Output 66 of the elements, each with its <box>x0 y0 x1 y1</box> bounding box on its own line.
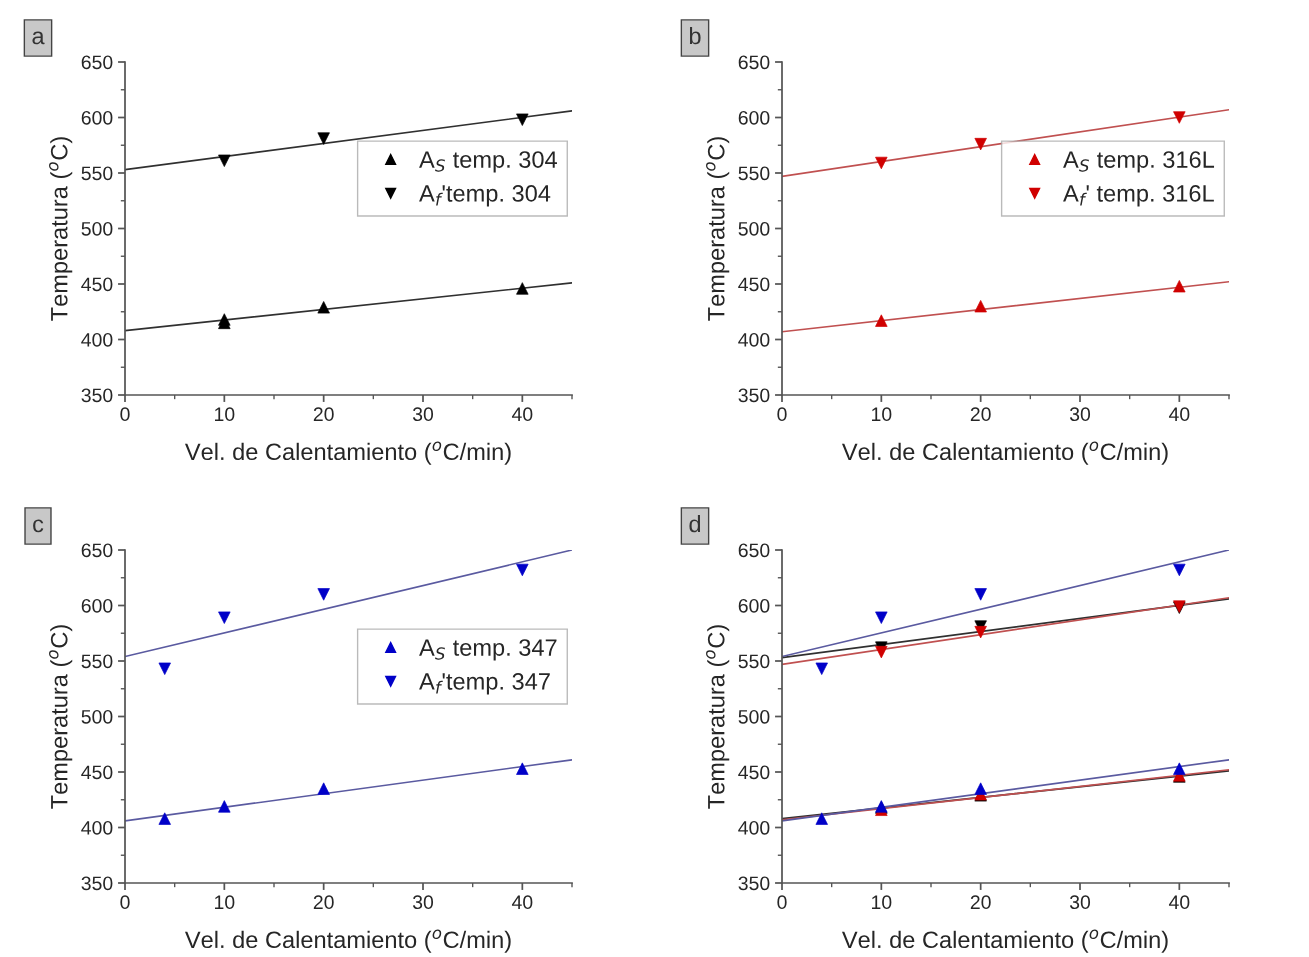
x-tick-label: 10 <box>872 407 892 422</box>
x-tick-label: 20 <box>970 895 991 910</box>
x-tick-label: 20 <box>313 407 334 422</box>
x-axis-title: Vel. de Calentamiento ($^{o}$C/min) <box>184 929 511 953</box>
y-tick-label: 450 <box>738 277 770 292</box>
y-tick-label: 650 <box>738 55 770 70</box>
y-tick-label: 550 <box>738 654 770 669</box>
x-tick-label: 40 <box>511 895 533 910</box>
y-tick-label: 450 <box>81 277 113 292</box>
x-axis-title: Vel. de Calentamiento ($^{o}$C/min) <box>841 441 1168 465</box>
y-tick-label: 400 <box>738 820 770 835</box>
y-axis-title: Temperatura ($^{o}$C) <box>49 137 73 321</box>
x-tick-label: 30 <box>412 407 434 422</box>
y-tick-label: 350 <box>81 876 113 891</box>
y-tick-label: 550 <box>738 166 770 181</box>
legend-label: A$_{S}$ temp. 347 <box>419 639 557 661</box>
legend-label: A$_{S}$ temp. 316L <box>1063 151 1215 173</box>
y-tick-label: 550 <box>81 166 113 181</box>
y-axis-title: Temperatura ($^{o}$C) <box>706 625 730 809</box>
text: c <box>33 519 44 533</box>
x-tick-label: 30 <box>1069 895 1091 910</box>
legend-label: A$_{f}$' temp. 316L <box>1063 185 1214 207</box>
y-tick-label: 400 <box>81 332 113 347</box>
y-axis-title: Temperatura ($^{o}$C) <box>49 625 73 809</box>
x-tick-label: 10 <box>215 895 235 910</box>
legend-label: A$_{S}$ temp. 304 <box>419 151 557 173</box>
x-tick-label: 20 <box>970 407 991 422</box>
y-tick-label: 600 <box>738 110 770 125</box>
y-tick-label: 600 <box>738 598 770 613</box>
x-tick-label: 0 <box>120 407 130 422</box>
y-tick-label: 600 <box>81 598 113 613</box>
y-tick-label: 650 <box>81 543 113 558</box>
x-axis-title: Vel. de Calentamiento ($^{o}$C/min) <box>841 929 1168 953</box>
y-tick-label: 400 <box>738 332 770 347</box>
x-tick-label: 20 <box>313 895 334 910</box>
y-tick-label: 500 <box>738 709 770 724</box>
text: b <box>689 27 701 45</box>
x-tick-label: 30 <box>412 895 434 910</box>
text: d <box>689 514 701 533</box>
y-tick-label: 650 <box>738 543 770 558</box>
y-tick-label: 500 <box>81 709 113 724</box>
y-tick-label: 600 <box>81 110 113 125</box>
x-tick-label: 10 <box>215 407 235 422</box>
x-tick-label: 40 <box>1168 895 1190 910</box>
x-tick-label: 0 <box>777 895 787 910</box>
x-tick-label: 30 <box>1069 407 1091 422</box>
x-tick-label: 0 <box>120 895 130 910</box>
x-axis-title: Vel. de Calentamiento ($^{o}$C/min) <box>184 441 511 465</box>
x-tick-label: 0 <box>777 407 787 422</box>
y-tick-label: 450 <box>81 765 113 780</box>
y-tick-label: 500 <box>81 221 113 236</box>
y-tick-label: 350 <box>738 876 770 891</box>
y-tick-label: 550 <box>81 654 113 669</box>
y-axis-title: Temperatura ($^{o}$C) <box>706 137 730 321</box>
legend-label: A$_{f}$'temp. 304 <box>419 185 551 207</box>
y-tick-label: 400 <box>81 820 113 835</box>
legend-label: A$_{f}$'temp. 347 <box>419 673 550 695</box>
x-tick-label: 40 <box>511 407 533 422</box>
y-tick-label: 500 <box>738 221 770 236</box>
y-tick-label: 350 <box>738 388 770 403</box>
text: a <box>32 31 45 45</box>
y-tick-label: 450 <box>738 765 770 780</box>
x-tick-label: 40 <box>1168 407 1190 422</box>
x-tick-label: 10 <box>872 895 892 910</box>
y-tick-label: 350 <box>81 388 113 403</box>
y-tick-label: 650 <box>81 55 113 70</box>
